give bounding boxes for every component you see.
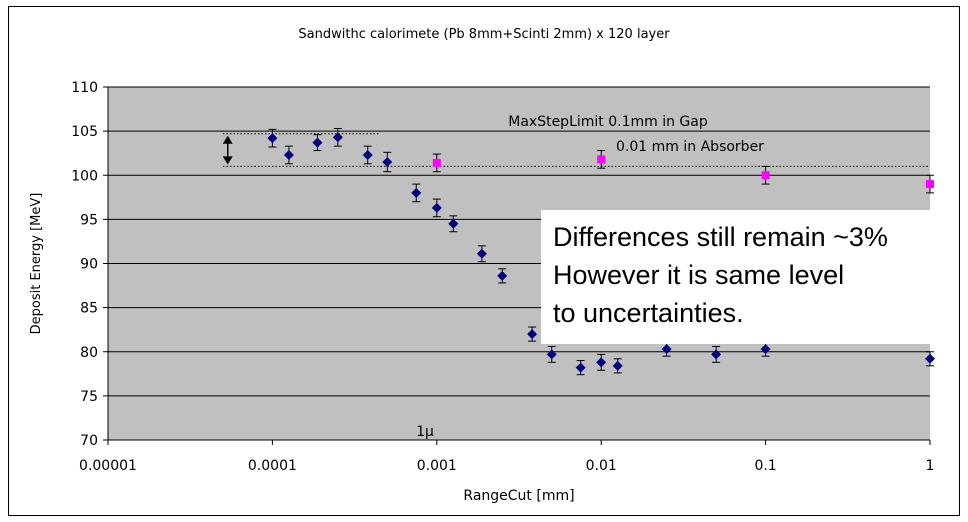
annotation-box: Differences still remain ~3% However it … xyxy=(541,210,941,344)
note-line-2: However it is same level xyxy=(553,260,845,290)
y-tick-label: 90 xyxy=(80,257,98,273)
y-tick-label: 110 xyxy=(71,80,98,96)
data-point-diamond xyxy=(476,248,487,259)
data-point-diamond xyxy=(711,349,722,360)
data-point-diamond xyxy=(411,187,422,198)
y-tick-label: 100 xyxy=(71,168,98,184)
data-point-diamond xyxy=(546,349,557,360)
data-point-diamond xyxy=(312,137,323,148)
data-point-diamond xyxy=(332,132,343,143)
data-point-diamond xyxy=(596,357,607,368)
y-tick-label: 105 xyxy=(71,124,98,140)
annotation-absorber: 0.01 mm in Absorber xyxy=(616,139,764,155)
y-axis-label: Deposit Energy [MeV] xyxy=(29,193,44,335)
data-point-diamond xyxy=(661,344,672,355)
data-point-diamond xyxy=(267,133,278,144)
data-point-square xyxy=(432,158,441,167)
data-point-diamond xyxy=(760,344,771,355)
data-point-diamond xyxy=(497,270,508,281)
arrow-head-down xyxy=(222,156,233,165)
x-tick-label: 0.1 xyxy=(754,458,776,474)
arrow-head-up xyxy=(222,135,233,144)
annotation-micron: 1μ xyxy=(416,424,434,440)
data-point-diamond xyxy=(448,218,459,229)
x-tick-label: 1 xyxy=(926,458,935,474)
data-point-diamond xyxy=(575,362,586,373)
x-tick-label: 0.001 xyxy=(417,458,457,474)
note-line-3: to uncertainties. xyxy=(553,298,744,328)
y-tick-label: 95 xyxy=(80,212,98,228)
data-point-diamond xyxy=(283,149,294,160)
x-axis-label: RangeCut [mm] xyxy=(463,488,574,504)
data-point-diamond xyxy=(431,202,442,213)
y-tick-label: 80 xyxy=(80,345,98,361)
x-tick-label: 0.00001 xyxy=(79,458,137,474)
y-tick-label: 75 xyxy=(80,389,98,405)
x-tick-label: 0.01 xyxy=(586,458,617,474)
data-point-diamond xyxy=(612,360,623,371)
data-point-diamond xyxy=(362,149,373,160)
chart-title: Sandwithc calorimete (Pb 8mm+Scinti 2mm)… xyxy=(298,27,670,42)
x-tick-label: 0.0001 xyxy=(248,458,297,474)
annotation-max-step: MaxStepLimit 0.1mm in Gap xyxy=(508,114,708,130)
data-point-diamond xyxy=(382,157,393,168)
note-line-1: Differences still remain ~3% xyxy=(553,222,888,252)
y-tick-label: 70 xyxy=(80,433,98,449)
data-point-square xyxy=(761,171,770,180)
data-point-diamond xyxy=(527,329,538,340)
y-tick-label: 85 xyxy=(80,301,98,317)
data-point-diamond xyxy=(925,353,935,364)
data-point-square xyxy=(597,155,606,164)
data-point-square xyxy=(926,180,934,189)
